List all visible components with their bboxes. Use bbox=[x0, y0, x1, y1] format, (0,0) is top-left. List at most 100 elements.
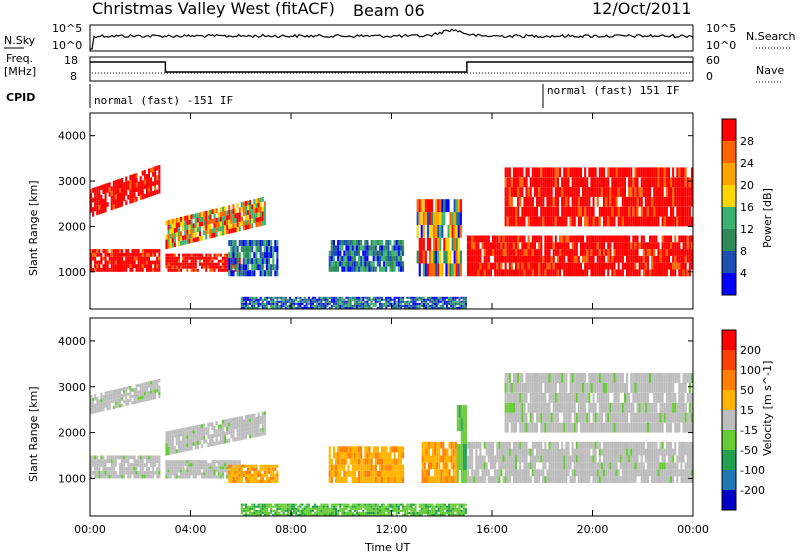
heatmap-cell bbox=[477, 269, 480, 277]
heatmap-cell bbox=[531, 382, 534, 393]
heatmap-cell bbox=[443, 212, 446, 225]
heatmap-cell bbox=[455, 263, 458, 277]
heatmap-cell bbox=[207, 219, 210, 225]
heatmap-cell bbox=[460, 302, 463, 305]
heatmap-cell bbox=[546, 235, 549, 243]
heatmap-cell bbox=[458, 405, 461, 419]
heatmap-cell bbox=[224, 211, 227, 216]
heatmap-cell bbox=[261, 298, 264, 301]
heatmap-cell bbox=[265, 479, 268, 483]
heatmap-cell bbox=[542, 392, 545, 403]
heatmap-cell bbox=[201, 444, 204, 449]
heatmap-cell bbox=[217, 463, 220, 467]
heatmap-cell bbox=[385, 476, 388, 483]
heatmap-cell bbox=[651, 206, 654, 217]
heatmap-cell bbox=[571, 382, 574, 393]
heatmap-cell bbox=[559, 269, 562, 277]
heatmap-cell bbox=[554, 262, 557, 270]
heatmap-cell bbox=[450, 462, 453, 470]
heatmap-cell bbox=[226, 460, 229, 464]
heatmap-cell bbox=[422, 212, 425, 225]
heatmap-cell bbox=[434, 462, 437, 470]
heatmap-cell bbox=[682, 242, 685, 250]
heatmap-cell bbox=[550, 373, 553, 383]
heatmap-cell bbox=[567, 422, 570, 433]
heatmap-cell bbox=[588, 402, 591, 413]
heatmap-cell bbox=[158, 165, 161, 170]
heatmap-cell bbox=[443, 199, 446, 213]
heatmap-cell bbox=[659, 476, 662, 483]
heatmap-cell bbox=[678, 448, 681, 456]
heatmap-cell bbox=[676, 249, 679, 256]
heatmap-cell bbox=[600, 167, 603, 178]
heatmap-cell bbox=[611, 462, 614, 470]
heatmap-cell bbox=[230, 479, 233, 483]
heatmap-cell bbox=[628, 455, 631, 463]
heatmap-cell bbox=[538, 412, 541, 423]
heatmap-cell bbox=[203, 472, 206, 476]
heatmap-cell bbox=[621, 235, 624, 243]
heatmap-cell bbox=[527, 476, 530, 483]
heatmap-cell bbox=[559, 476, 562, 483]
heatmap-cell bbox=[596, 196, 599, 207]
heatmap-cell bbox=[219, 463, 222, 467]
heatmap-cell bbox=[592, 469, 595, 477]
heatmap-cell bbox=[615, 469, 618, 477]
heatmap-cell bbox=[259, 264, 262, 271]
heatmap-cell bbox=[133, 260, 136, 265]
heatmap-cell bbox=[584, 422, 587, 433]
heatmap-cell bbox=[192, 475, 195, 479]
heatmap-cell bbox=[219, 472, 222, 476]
heatmap-cell bbox=[548, 373, 551, 383]
heatmap-cell bbox=[600, 269, 603, 277]
heatmap-cell bbox=[399, 304, 402, 307]
heatmap-cell bbox=[381, 266, 384, 272]
heatmap-cell bbox=[368, 452, 371, 459]
heatmap-cell bbox=[464, 444, 467, 457]
heatmap-cell bbox=[177, 469, 180, 473]
heatmap-cell bbox=[453, 250, 456, 264]
heatmap-cell bbox=[475, 249, 478, 256]
heatmap-cell bbox=[638, 441, 641, 449]
heatmap-cell bbox=[158, 388, 161, 392]
heatmap-cell bbox=[577, 382, 580, 393]
heatmap-cell bbox=[299, 300, 302, 303]
heatmap-cell bbox=[690, 177, 693, 188]
heatmap-cell bbox=[623, 455, 626, 463]
heatmap-cell bbox=[594, 235, 597, 243]
heatmap-cell bbox=[571, 402, 574, 413]
heatmap-cell bbox=[194, 466, 197, 470]
heatmap-cell bbox=[221, 206, 224, 212]
heatmap-cell bbox=[475, 262, 478, 270]
heatmap-cell bbox=[425, 298, 428, 301]
heatmap-cell bbox=[617, 476, 620, 483]
heatmap-cell bbox=[651, 235, 654, 243]
heatmap-cell bbox=[436, 476, 439, 483]
heatmap-cell bbox=[184, 443, 187, 448]
heatmap-cell bbox=[628, 469, 631, 477]
heatmap-cell bbox=[320, 296, 323, 299]
heatmap-cell bbox=[531, 249, 534, 256]
heatmap-cell bbox=[399, 464, 402, 471]
heatmap-cell bbox=[494, 469, 497, 477]
heatmap-cell bbox=[259, 202, 262, 208]
heatmap-cell bbox=[145, 256, 148, 261]
heatmap-cell bbox=[150, 387, 153, 391]
heatmap-cell bbox=[141, 256, 144, 261]
heatmap-cell bbox=[337, 452, 340, 459]
heatmap-cell bbox=[190, 238, 193, 243]
heatmap-cell bbox=[378, 304, 381, 307]
heatmap-cell bbox=[542, 469, 545, 477]
heatmap-cell bbox=[603, 242, 606, 250]
heatmap-cell bbox=[110, 264, 113, 268]
heatmap-cell bbox=[143, 398, 146, 402]
heatmap-cell bbox=[150, 397, 153, 401]
heatmap-cell bbox=[577, 206, 580, 217]
heatmap-cell bbox=[211, 426, 214, 430]
heatmap-cell bbox=[121, 467, 124, 471]
heatmap-cell bbox=[446, 448, 449, 456]
heatmap-cell bbox=[517, 262, 520, 270]
heatmap-cell bbox=[418, 263, 421, 277]
heatmap-cell bbox=[270, 479, 273, 483]
heatmap-cell bbox=[378, 250, 381, 256]
